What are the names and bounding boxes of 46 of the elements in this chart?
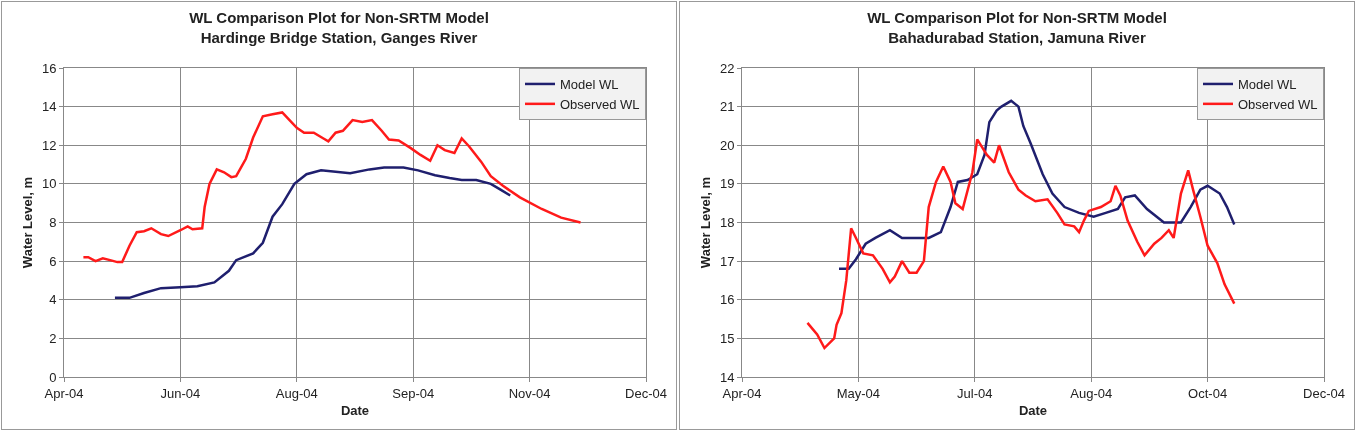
x-tick-label: Aug-04 bbox=[1070, 385, 1113, 401]
y-axis-title: Water Level, m bbox=[697, 176, 713, 269]
x-tick-label: May-04 bbox=[836, 385, 881, 401]
x-tick-label: Nov-04 bbox=[508, 385, 551, 401]
y-tick-label: 4 bbox=[49, 292, 57, 308]
legend-label: Observed WL bbox=[1238, 96, 1318, 112]
x-tick-label: Apr-04 bbox=[44, 385, 84, 401]
x-axis-title: Date bbox=[1018, 403, 1048, 419]
x-tick-label: Dec-04 bbox=[625, 385, 667, 401]
x-axis-title: Date bbox=[340, 403, 370, 419]
x-tick-label: Oct-04 bbox=[1188, 385, 1228, 401]
x-tick-label: Jun-04 bbox=[160, 385, 201, 401]
y-tick-label: 20 bbox=[719, 137, 735, 153]
y-tick-label: 21 bbox=[719, 99, 735, 115]
y-tick-label: 17 bbox=[719, 253, 735, 269]
y-tick-label: 16 bbox=[719, 292, 735, 308]
y-tick-label: 22 bbox=[719, 60, 735, 76]
x-tick-label: Apr-04 bbox=[722, 385, 762, 401]
x-tick-label: Aug-04 bbox=[275, 385, 318, 401]
y-tick-label: 19 bbox=[719, 176, 735, 192]
y-tick-label: 18 bbox=[719, 215, 735, 231]
chart-subtitle: Hardinge Bridge Station, Ganges River bbox=[200, 28, 478, 46]
x-tick-label: Jul-04 bbox=[957, 385, 993, 401]
y-axis-title: Water Level, m bbox=[19, 176, 35, 269]
x-tick-label: Sep-04 bbox=[392, 385, 435, 401]
legend-label: Observed WL bbox=[560, 96, 640, 112]
y-tick-label: 12 bbox=[41, 137, 57, 153]
x-tick-label: Dec-04 bbox=[1303, 385, 1345, 401]
y-tick-label: 16 bbox=[41, 60, 57, 76]
y-tick-label: 2 bbox=[49, 330, 57, 346]
chart-subtitle: Bahadurabad Station, Jamuna River bbox=[888, 28, 1146, 46]
y-tick-label: 8 bbox=[49, 215, 57, 231]
line-series bbox=[113, 166, 512, 300]
line-series bbox=[82, 111, 582, 264]
legend-label: Model WL bbox=[560, 77, 619, 93]
y-tick-label: 14 bbox=[41, 99, 57, 115]
y-tick-label: 6 bbox=[49, 253, 57, 269]
legend-label: Model WL bbox=[1238, 77, 1297, 93]
chart-title: WL Comparison Plot for Non-SRTM Model bbox=[867, 9, 1167, 27]
y-tick-label: 14 bbox=[719, 369, 735, 385]
chart-title: WL Comparison Plot for Non-SRTM Model bbox=[189, 9, 489, 27]
y-tick-label: 0 bbox=[49, 369, 57, 385]
line-series bbox=[806, 138, 1236, 350]
y-tick-label: 15 bbox=[719, 330, 735, 346]
y-tick-label: 10 bbox=[41, 176, 57, 192]
line-series bbox=[837, 99, 1236, 271]
